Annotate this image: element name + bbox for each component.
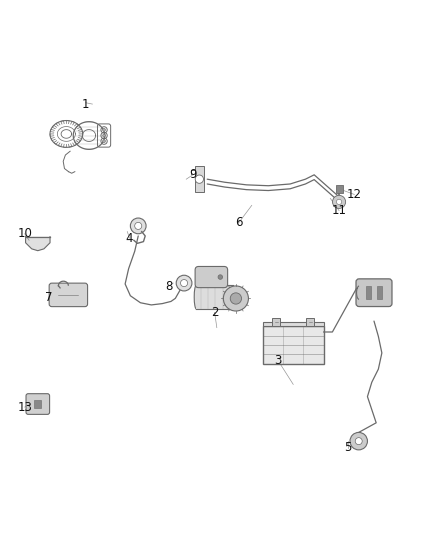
Circle shape — [176, 275, 192, 291]
Circle shape — [102, 128, 106, 131]
Bar — [306, 318, 314, 326]
Ellipse shape — [194, 285, 198, 309]
Text: 7: 7 — [45, 290, 53, 304]
Circle shape — [102, 140, 106, 143]
Circle shape — [332, 195, 346, 208]
Circle shape — [350, 432, 367, 450]
Text: 2: 2 — [211, 306, 219, 319]
FancyBboxPatch shape — [26, 394, 49, 414]
Text: 11: 11 — [332, 204, 346, 217]
Bar — [377, 286, 381, 299]
Text: 9: 9 — [189, 168, 197, 181]
Bar — [195, 166, 204, 192]
Polygon shape — [25, 237, 50, 251]
FancyBboxPatch shape — [195, 266, 228, 288]
Text: 4: 4 — [126, 232, 133, 245]
Circle shape — [230, 293, 241, 304]
Bar — [35, 400, 41, 408]
Bar — [196, 285, 233, 309]
FancyBboxPatch shape — [49, 283, 88, 306]
Circle shape — [218, 275, 223, 279]
Text: 10: 10 — [17, 227, 32, 240]
Circle shape — [131, 218, 146, 234]
Bar — [263, 326, 324, 364]
FancyBboxPatch shape — [356, 279, 392, 306]
Circle shape — [355, 438, 362, 445]
Circle shape — [223, 286, 248, 311]
Bar — [263, 322, 324, 326]
Bar — [336, 185, 343, 193]
Text: 13: 13 — [17, 401, 32, 414]
Text: 3: 3 — [274, 354, 282, 367]
Text: 8: 8 — [165, 280, 173, 293]
Circle shape — [135, 222, 142, 229]
Text: 1: 1 — [82, 98, 90, 110]
Text: 5: 5 — [344, 441, 351, 454]
Text: 12: 12 — [347, 188, 362, 201]
Circle shape — [180, 279, 187, 287]
Circle shape — [102, 134, 106, 137]
Circle shape — [195, 175, 204, 183]
Circle shape — [336, 199, 342, 205]
Bar — [366, 286, 371, 299]
Bar — [272, 318, 280, 326]
Text: 6: 6 — [235, 216, 242, 229]
